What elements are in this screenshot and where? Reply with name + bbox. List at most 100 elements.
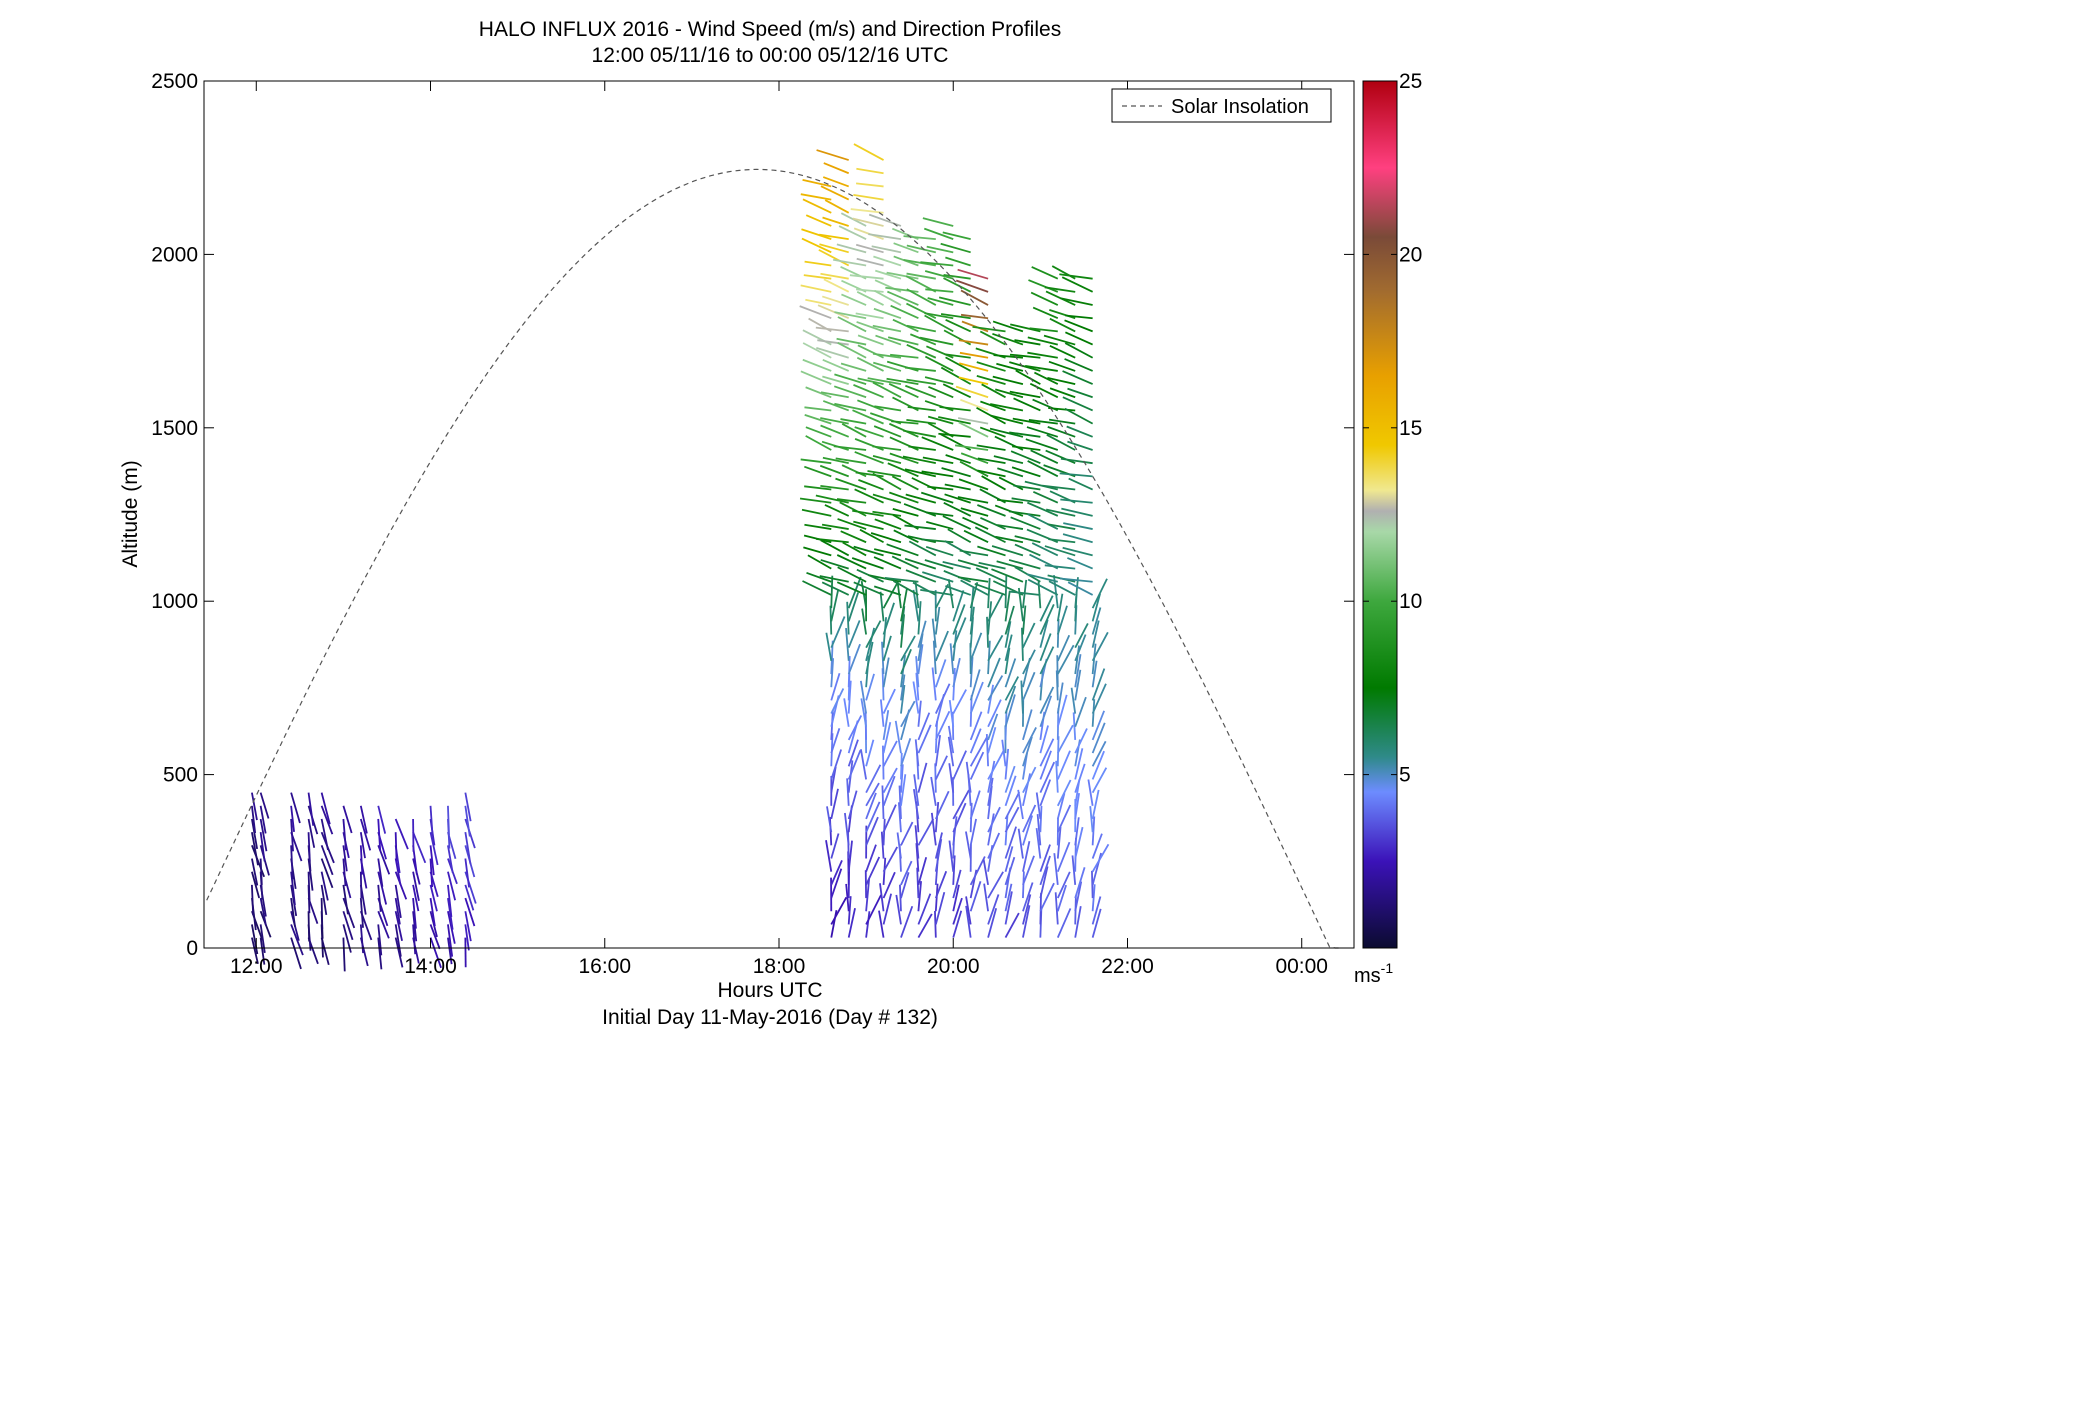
wind-vector — [896, 832, 902, 859]
wind-vector — [991, 545, 1024, 557]
wind-vector — [890, 304, 919, 320]
wind-vector — [934, 832, 943, 859]
wind-vector — [900, 764, 904, 793]
wind-vector — [865, 673, 875, 701]
wind-vector — [857, 344, 884, 359]
colorbar-tick-label: 10 — [1399, 590, 1422, 613]
wind-vector — [965, 896, 972, 925]
wind-vector — [882, 740, 898, 767]
wind-vector — [840, 362, 867, 372]
wind-vector — [1055, 760, 1059, 793]
wind-vector — [917, 712, 931, 741]
wind-vector — [1045, 449, 1076, 465]
wind-vector — [1062, 370, 1093, 385]
wind-vector — [1091, 620, 1100, 648]
wind-vector — [840, 418, 867, 425]
wind-vector — [847, 576, 862, 609]
wind-vector — [868, 574, 902, 583]
wind-vector — [1071, 855, 1077, 885]
wind-vector — [949, 643, 955, 675]
wind-vectors — [251, 143, 1110, 972]
wind-vector — [944, 483, 971, 491]
colorbar-tick-label: 25 — [1399, 70, 1422, 93]
wind-vector — [1074, 645, 1080, 675]
wind-vector — [359, 897, 364, 928]
wind-vector — [942, 383, 972, 399]
wind-vector — [881, 641, 885, 675]
wind-vector — [856, 288, 884, 293]
wind-vector — [1030, 291, 1059, 306]
wind-vector — [801, 508, 832, 517]
wind-vector — [882, 871, 896, 899]
wind-vector — [1008, 510, 1041, 517]
wind-vector — [464, 897, 476, 927]
wind-vector — [992, 332, 1024, 346]
wind-vector — [802, 358, 832, 372]
wind-vector — [259, 805, 267, 834]
wind-vector — [957, 559, 989, 570]
wind-vector — [429, 831, 439, 866]
wind-vector — [882, 775, 896, 807]
wind-vector — [979, 330, 1006, 346]
colorbar: 5 10 15 20 25 ms-1 — [1354, 70, 1422, 987]
wind-vector — [874, 289, 902, 306]
y-tick-label: 2000 — [151, 243, 198, 266]
wind-vector — [924, 355, 954, 372]
wind-vector — [865, 816, 879, 846]
wind-vector — [847, 896, 852, 925]
wind-vector — [359, 924, 364, 954]
colorbar-tick-label: 5 — [1399, 764, 1411, 787]
wind-vector — [940, 313, 971, 320]
wind-vector — [1091, 789, 1100, 820]
wind-vector — [320, 898, 324, 929]
wind-vector — [259, 818, 268, 852]
wind-vector — [885, 286, 919, 293]
wind-vector — [893, 242, 919, 254]
wind-vector — [429, 805, 434, 835]
wind-vector — [847, 680, 852, 714]
wind-vector — [1047, 376, 1076, 385]
wind-vector — [906, 344, 937, 359]
wind-vector — [977, 457, 1006, 465]
wind-vector — [1011, 466, 1041, 478]
wind-vector — [834, 373, 867, 385]
wind-vector — [930, 776, 937, 806]
wind-vector — [991, 568, 1024, 583]
wind-vector — [874, 518, 902, 530]
wind-vector — [847, 643, 861, 675]
colorbar-gradient — [1362, 80, 1398, 949]
wind-vector — [852, 217, 884, 227]
wind-vector — [826, 806, 833, 833]
wind-vector — [895, 894, 902, 925]
wind-vector — [921, 436, 954, 451]
wind-vector — [906, 244, 937, 254]
x-tick-label: 22:00 — [1101, 955, 1154, 978]
wind-vector — [873, 255, 902, 267]
wind-vector — [942, 231, 971, 241]
wind-vector — [821, 581, 850, 596]
x-tick-label: 18:00 — [753, 955, 806, 978]
wind-vector — [830, 672, 841, 701]
wind-vector — [342, 910, 354, 941]
wind-vector — [874, 405, 902, 412]
wind-vector — [882, 657, 890, 688]
wind-vector — [1068, 477, 1094, 491]
wind-vector — [290, 818, 294, 852]
wind-vector — [394, 897, 401, 925]
wind-vector — [832, 258, 867, 267]
wind-vector — [464, 884, 475, 911]
wind-vector — [853, 581, 884, 596]
wind-vector — [1022, 855, 1035, 886]
wind-vector — [944, 353, 971, 359]
wind-vector — [942, 560, 971, 570]
wind-vector — [1004, 634, 1013, 662]
wind-vector — [818, 249, 850, 267]
wind-vector — [1048, 407, 1076, 412]
wind-vector — [1074, 881, 1083, 912]
wind-vector — [1074, 867, 1086, 899]
wind-vector — [865, 620, 882, 649]
wind-vector — [917, 856, 928, 886]
wind-vector — [847, 907, 856, 938]
wind-vector — [1029, 382, 1059, 399]
wind-vector — [251, 792, 258, 821]
